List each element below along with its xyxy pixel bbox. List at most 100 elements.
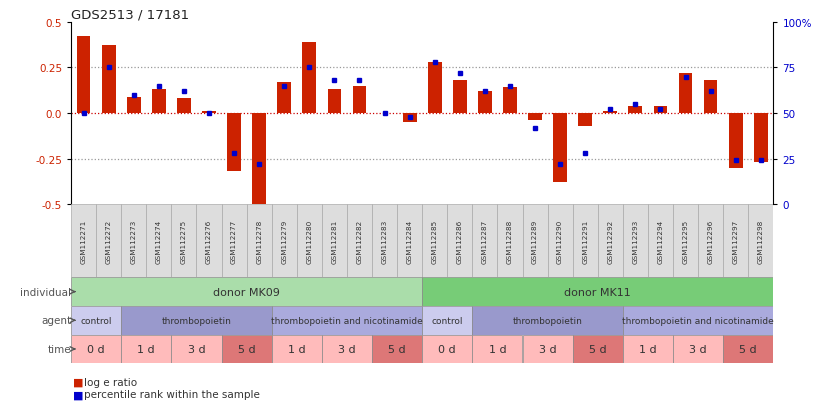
- Bar: [222, 205, 247, 278]
- Text: donor MK11: donor MK11: [564, 287, 631, 297]
- Bar: [472, 205, 497, 278]
- Bar: [297, 205, 322, 278]
- Bar: [679, 74, 692, 114]
- Text: 3 d: 3 d: [538, 344, 557, 354]
- Bar: [146, 205, 171, 278]
- Text: GSM112293: GSM112293: [632, 219, 639, 263]
- Text: thrombopoietin and nicotinamide: thrombopoietin and nicotinamide: [622, 316, 774, 325]
- Bar: [247, 205, 272, 278]
- Bar: [698, 205, 723, 278]
- Bar: [353, 86, 366, 114]
- Bar: [272, 205, 297, 278]
- Text: GSM112285: GSM112285: [431, 219, 438, 263]
- Text: thrombopoietin and nicotinamide: thrombopoietin and nicotinamide: [271, 316, 423, 325]
- Text: GSM112294: GSM112294: [657, 219, 664, 263]
- Bar: [171, 335, 222, 363]
- Bar: [372, 335, 422, 363]
- Bar: [397, 205, 422, 278]
- Text: time: time: [48, 344, 71, 354]
- Text: percentile rank within the sample: percentile rank within the sample: [84, 389, 259, 399]
- Text: GSM112288: GSM112288: [507, 219, 513, 263]
- Text: GSM112286: GSM112286: [456, 219, 463, 263]
- Text: 0 d: 0 d: [87, 344, 105, 354]
- Text: 3 d: 3 d: [338, 344, 356, 354]
- Text: GSM112290: GSM112290: [557, 219, 563, 263]
- Bar: [127, 97, 140, 114]
- Text: GSM112274: GSM112274: [155, 219, 162, 263]
- Text: donor MK09: donor MK09: [213, 287, 280, 297]
- Bar: [629, 107, 642, 114]
- Bar: [77, 37, 90, 114]
- Bar: [573, 335, 623, 363]
- Text: GSM112278: GSM112278: [256, 219, 263, 263]
- Text: 3 d: 3 d: [689, 344, 707, 354]
- Bar: [573, 205, 598, 278]
- Bar: [673, 205, 698, 278]
- Text: 5 d: 5 d: [589, 344, 607, 354]
- Text: control: control: [80, 316, 112, 325]
- Bar: [303, 43, 316, 114]
- Bar: [328, 90, 341, 114]
- Bar: [428, 63, 441, 114]
- Text: 5 d: 5 d: [237, 344, 256, 354]
- Bar: [704, 81, 717, 114]
- Text: GSM112296: GSM112296: [707, 219, 714, 263]
- Bar: [723, 335, 773, 363]
- Bar: [372, 205, 397, 278]
- Text: thrombopoietin: thrombopoietin: [512, 316, 583, 325]
- Text: GSM112277: GSM112277: [231, 219, 237, 263]
- Bar: [71, 205, 96, 278]
- Text: GSM112272: GSM112272: [105, 219, 112, 263]
- Bar: [227, 114, 241, 172]
- Bar: [648, 205, 673, 278]
- Bar: [623, 205, 648, 278]
- Text: GSM112298: GSM112298: [757, 219, 764, 263]
- Bar: [422, 205, 447, 278]
- Bar: [478, 92, 492, 114]
- Text: individual: individual: [20, 287, 71, 297]
- Text: GSM112280: GSM112280: [306, 219, 313, 263]
- Text: GSM112279: GSM112279: [281, 219, 288, 263]
- Text: 1 d: 1 d: [639, 344, 657, 354]
- Bar: [422, 335, 472, 363]
- Bar: [272, 306, 422, 335]
- Text: log e ratio: log e ratio: [84, 377, 137, 387]
- Text: 5 d: 5 d: [388, 344, 406, 354]
- Text: 5 d: 5 d: [739, 344, 757, 354]
- Bar: [754, 114, 767, 163]
- Text: GSM112291: GSM112291: [582, 219, 589, 263]
- Bar: [102, 46, 115, 114]
- Bar: [121, 306, 272, 335]
- Text: 0 d: 0 d: [438, 344, 456, 354]
- Bar: [522, 335, 573, 363]
- Bar: [654, 107, 667, 114]
- Text: GSM112297: GSM112297: [732, 219, 739, 263]
- Text: control: control: [431, 316, 463, 325]
- Bar: [623, 335, 673, 363]
- Bar: [598, 205, 623, 278]
- Bar: [121, 335, 171, 363]
- Text: GSM112287: GSM112287: [482, 219, 488, 263]
- Bar: [196, 205, 222, 278]
- Bar: [71, 306, 121, 335]
- Bar: [278, 83, 291, 114]
- Bar: [604, 112, 617, 114]
- Text: GSM112282: GSM112282: [356, 219, 363, 263]
- Bar: [121, 205, 146, 278]
- Text: 3 d: 3 d: [187, 344, 206, 354]
- Text: 1 d: 1 d: [288, 344, 306, 354]
- Bar: [347, 205, 372, 278]
- Text: 1 d: 1 d: [488, 344, 507, 354]
- Text: GSM112273: GSM112273: [130, 219, 137, 263]
- Text: GSM112271: GSM112271: [80, 219, 87, 263]
- Text: GSM112281: GSM112281: [331, 219, 338, 263]
- Bar: [748, 205, 773, 278]
- Text: ■: ■: [73, 377, 84, 387]
- Bar: [322, 205, 347, 278]
- Bar: [723, 205, 748, 278]
- Bar: [497, 205, 522, 278]
- Bar: [472, 306, 623, 335]
- Bar: [322, 335, 372, 363]
- Text: ■: ■: [73, 389, 84, 399]
- Bar: [503, 88, 517, 114]
